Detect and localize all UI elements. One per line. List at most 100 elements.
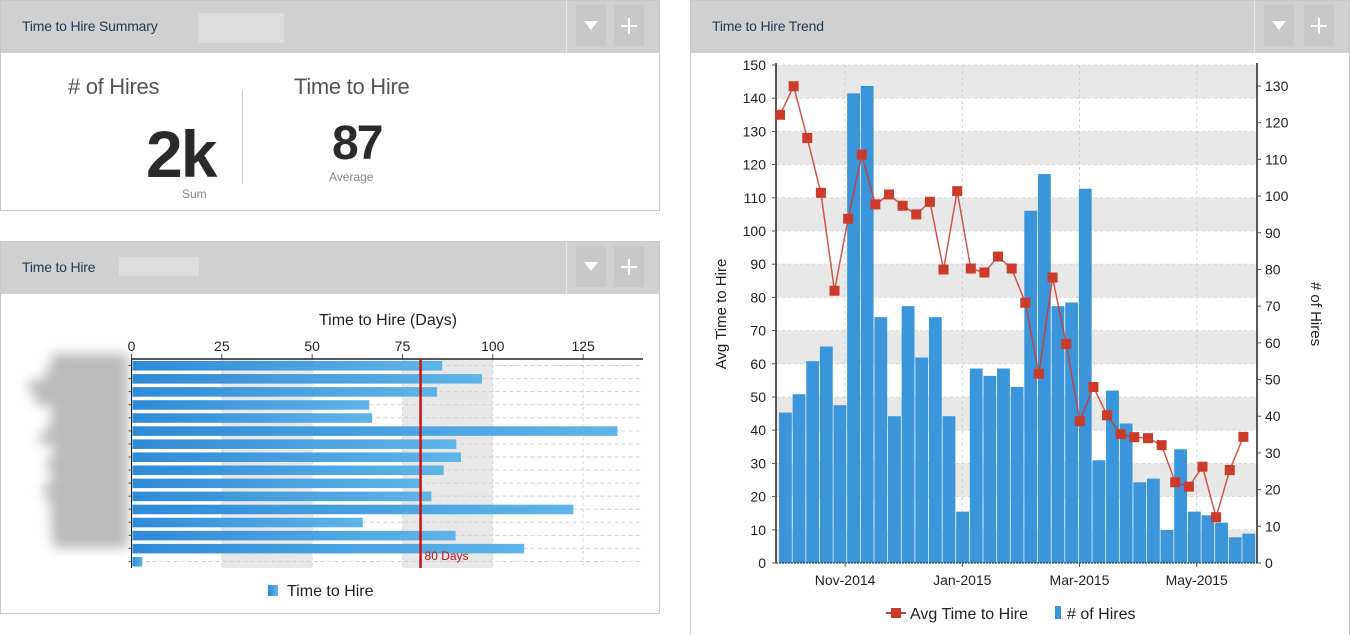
hires-bar [1065, 302, 1079, 563]
plus-icon [621, 17, 637, 34]
avg-time-marker [802, 133, 813, 144]
x-tick-label: 0 [128, 338, 136, 354]
hires-bar [915, 357, 929, 563]
avg-time-marker [1170, 477, 1181, 488]
avg-time-marker [924, 196, 935, 207]
hires-bar [1037, 174, 1051, 564]
summary-panel-title: Time to Hire Summary [22, 18, 158, 34]
kpi-hires-label: # of Hires [68, 74, 160, 99]
left-tick-label: 0 [758, 555, 766, 571]
avg-time-marker [788, 81, 799, 92]
avg-time-marker [1088, 382, 1099, 393]
bar [132, 400, 370, 410]
bar [132, 517, 363, 528]
hires-bar [1106, 390, 1119, 563]
header-separator [1254, 1, 1255, 53]
avg-time-marker [843, 213, 854, 224]
left-tick-label: 20 [750, 489, 766, 505]
legend-bar-swatch [1055, 606, 1061, 619]
summary-panel: Time to Hire Summary # of Hires 2k Sum T… [0, 0, 660, 211]
category-panel-header: Time to Hire [1, 242, 659, 294]
right-tick-label: 80 [1265, 261, 1281, 277]
right-tick-label: 50 [1265, 372, 1281, 388]
x-tick-label: 75 [395, 338, 411, 354]
kpi-hires-value: 2k [146, 117, 217, 191]
header-separator [566, 1, 567, 53]
bar [132, 452, 462, 462]
left-tick-label: 40 [750, 422, 766, 438]
right-tick-label: 30 [1265, 445, 1281, 461]
right-axis-title: # of Hires [1307, 282, 1324, 346]
avg-time-marker [829, 285, 840, 296]
panel-menu-button[interactable] [576, 246, 606, 287]
bar [132, 374, 482, 384]
left-axis-title: Avg Time to Hire [713, 259, 730, 370]
kpi-time-label: Time to Hire [294, 74, 410, 99]
x-tick-label: 125 [571, 338, 595, 354]
avg-time-marker [856, 149, 867, 160]
bar [132, 504, 574, 515]
left-tick-label: 150 [743, 57, 767, 73]
hires-bar [928, 317, 942, 563]
hires-bar [1010, 386, 1024, 563]
avg-time-marker [1211, 512, 1222, 523]
avg-time-marker [1102, 410, 1113, 421]
left-tick-label: 50 [750, 389, 766, 405]
right-tick-label: 60 [1265, 335, 1281, 351]
redacted-title-suffix [198, 13, 284, 43]
right-tick-label: 10 [1265, 518, 1281, 534]
caret-down-icon [584, 21, 598, 30]
hires-bar [1160, 529, 1174, 563]
left-tick-label: 140 [743, 90, 767, 106]
avg-time-marker [1033, 368, 1044, 379]
avg-time-marker [979, 267, 990, 278]
hires-bar [1201, 515, 1215, 563]
left-tick-label: 60 [750, 356, 766, 372]
left-tick-label: 100 [743, 223, 767, 239]
plus-icon [621, 258, 637, 275]
right-tick-label: 100 [1265, 188, 1289, 204]
hires-bar [1174, 449, 1188, 563]
avg-time-marker [775, 109, 785, 120]
kpi-time-sub: Average [329, 170, 374, 184]
avg-time-marker [1183, 481, 1194, 492]
summary-panel-header: Time to Hire Summary [1, 1, 659, 53]
hires-bar [956, 511, 969, 563]
left-tick-label: 130 [743, 123, 767, 139]
bar [132, 556, 143, 567]
avg-time-marker [1238, 431, 1249, 442]
avg-time-marker [1115, 429, 1126, 440]
avg-time-marker [1061, 338, 1072, 349]
kpi-divider [242, 90, 243, 184]
bar [132, 530, 456, 541]
x-tick-label: 50 [304, 338, 320, 354]
panel-menu-button[interactable] [1264, 5, 1294, 46]
bar [132, 465, 444, 476]
panel-menu-button[interactable] [576, 5, 606, 46]
hires-bar [1051, 306, 1065, 563]
add-button[interactable] [614, 246, 644, 287]
avg-time-marker [1224, 465, 1235, 476]
add-button[interactable] [1304, 5, 1334, 46]
hires-bar [969, 368, 983, 563]
hires-bar [1215, 522, 1228, 563]
avg-time-marker [952, 186, 963, 197]
hires-bar [1078, 188, 1092, 563]
hires-bar [847, 93, 860, 563]
hires-bar [1092, 460, 1106, 563]
bar [132, 543, 525, 554]
redacted-category-labels [18, 352, 128, 572]
hires-bar [1133, 482, 1147, 563]
x-tick-label: Jan-2015 [933, 572, 992, 588]
bar [132, 426, 618, 436]
add-button[interactable] [614, 5, 644, 46]
avg-time-marker [897, 200, 908, 211]
avg-time-marker [938, 264, 949, 275]
trend-panel-title: Time to Hire Trend [712, 18, 824, 34]
right-tick-label: 0 [1265, 555, 1273, 571]
legend-label: # of Hires [1067, 606, 1135, 623]
hires-bar [942, 416, 956, 563]
left-tick-label: 10 [750, 522, 766, 538]
right-tick-label: 40 [1265, 408, 1281, 424]
